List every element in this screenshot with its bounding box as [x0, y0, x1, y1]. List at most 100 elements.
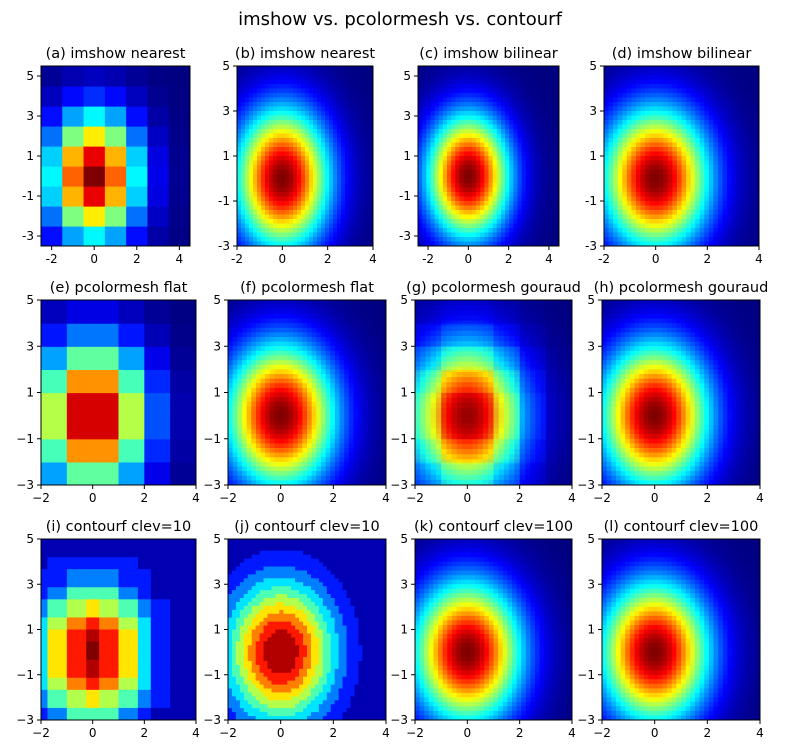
- heatmap-cell: [281, 219, 286, 225]
- heatmap-cell: [265, 160, 270, 166]
- heatmap-cell: [658, 205, 664, 211]
- heatmap-cell: [344, 350, 350, 357]
- heatmap-cell: [708, 138, 715, 144]
- heatmap-cell: [357, 205, 362, 211]
- heatmap-cell: [672, 79, 678, 85]
- heatmap-cell: [325, 383, 331, 389]
- heatmap-cell: [277, 133, 282, 139]
- heatmap-cell: [442, 70, 448, 76]
- heatmap-cell: [467, 66, 473, 72]
- heatmap-cell: [550, 129, 556, 135]
- heatmap-cell: [626, 93, 632, 99]
- heatmap-cell: [367, 318, 373, 324]
- heatmap-cell: [529, 156, 535, 162]
- heatmap-cell: [658, 70, 664, 76]
- heatmap-cell: [690, 115, 696, 121]
- heatmap-cell: [699, 115, 705, 121]
- heatmap-cell: [695, 88, 701, 94]
- heatmap-cell: [459, 196, 465, 202]
- heatmap-cell: [663, 160, 669, 166]
- heatmap-cell: [273, 156, 278, 162]
- heatmap-cell: [740, 151, 746, 157]
- heatmap-cell: [672, 241, 678, 246]
- heatmap-cell: [745, 223, 751, 229]
- heatmap-cell: [704, 219, 710, 225]
- heatmap-cell: [529, 120, 535, 126]
- heatmap-cell: [316, 346, 322, 352]
- heatmap-cell: [645, 187, 651, 193]
- heatmap-cell: [667, 102, 673, 108]
- heatmap-cell: [505, 169, 510, 175]
- heatmap-cell: [362, 332, 369, 338]
- heatmap-cell: [488, 133, 494, 139]
- heatmap-cell: [496, 241, 502, 246]
- heatmap-cell: [317, 115, 322, 121]
- heatmap-cell: [622, 84, 628, 90]
- heatmap-cell: [316, 323, 322, 329]
- heatmap-cell: [447, 237, 452, 243]
- heatmap-cell: [722, 232, 728, 238]
- heatmap-cell: [476, 183, 481, 189]
- heatmap-cell: [337, 223, 342, 229]
- heatmap-cell: [265, 369, 271, 375]
- heatmap-cell: [695, 241, 701, 246]
- heatmap-a: [41, 66, 190, 246]
- heatmap-cell: [325, 66, 330, 72]
- heatmap-cell: [480, 142, 485, 148]
- heatmap-cell: [257, 232, 262, 238]
- heatmap-cell: [635, 196, 642, 202]
- heatmap-cell: [736, 219, 742, 225]
- heatmap-cell: [253, 79, 258, 85]
- heatmap-cell: [658, 196, 664, 202]
- heatmap-cell: [418, 151, 423, 157]
- heatmap-cell: [455, 70, 461, 76]
- heatmap-cell: [500, 196, 506, 202]
- heatmap-cell: [313, 232, 318, 238]
- heatmap-cell: [297, 313, 303, 320]
- heatmap-cell: [451, 115, 456, 121]
- heatmap-cell: [381, 350, 386, 357]
- heatmap-cell: [361, 174, 366, 180]
- heatmap-cell: [285, 124, 290, 130]
- heatmap-cell: [274, 350, 280, 357]
- heatmap-cell: [265, 360, 271, 366]
- heatmap-cell: [333, 133, 338, 139]
- heatmap-cell: [293, 313, 299, 320]
- heatmap-cell: [471, 210, 477, 216]
- heatmap-cell: [372, 360, 378, 366]
- heatmap-cell: [529, 151, 535, 157]
- heatmap-cell: [228, 355, 234, 361]
- heatmap-cell: [376, 300, 382, 306]
- heatmap-cell: [285, 219, 290, 225]
- heatmap-cell: [147, 86, 170, 107]
- heatmap-cell: [538, 66, 544, 72]
- heatmap-cell: [293, 93, 298, 99]
- heatmap-cell: [246, 332, 252, 338]
- heatmap-cell: [649, 205, 655, 211]
- heatmap-cell: [608, 241, 614, 246]
- heatmap-cell: [277, 201, 282, 207]
- heatmap-cell: [554, 124, 559, 130]
- heatmap-cell: [260, 374, 266, 380]
- heatmap-cell: [249, 174, 254, 180]
- heatmap-cell: [422, 88, 427, 94]
- heatmap-cell: [745, 120, 751, 126]
- heatmap-cell: [727, 210, 733, 216]
- heatmap-cell: [463, 196, 469, 202]
- heatmap-cell: [451, 178, 456, 184]
- y-tick-label: 5: [26, 69, 34, 83]
- heatmap-cell: [496, 192, 502, 198]
- heatmap-cell: [147, 226, 170, 246]
- heatmap-cell: [471, 237, 477, 243]
- heatmap-cell: [349, 138, 354, 144]
- heatmap-cell: [492, 133, 498, 139]
- heatmap-cell: [269, 304, 276, 310]
- heatmap-cell: [330, 323, 336, 329]
- heatmap-cell: [686, 228, 692, 234]
- heatmap-cell: [525, 178, 531, 184]
- heatmap-cell: [525, 165, 531, 171]
- heatmap-cell: [353, 151, 358, 157]
- heatmap-cell: [269, 387, 276, 394]
- heatmap-cell: [492, 192, 498, 198]
- heatmap-cell: [455, 106, 461, 112]
